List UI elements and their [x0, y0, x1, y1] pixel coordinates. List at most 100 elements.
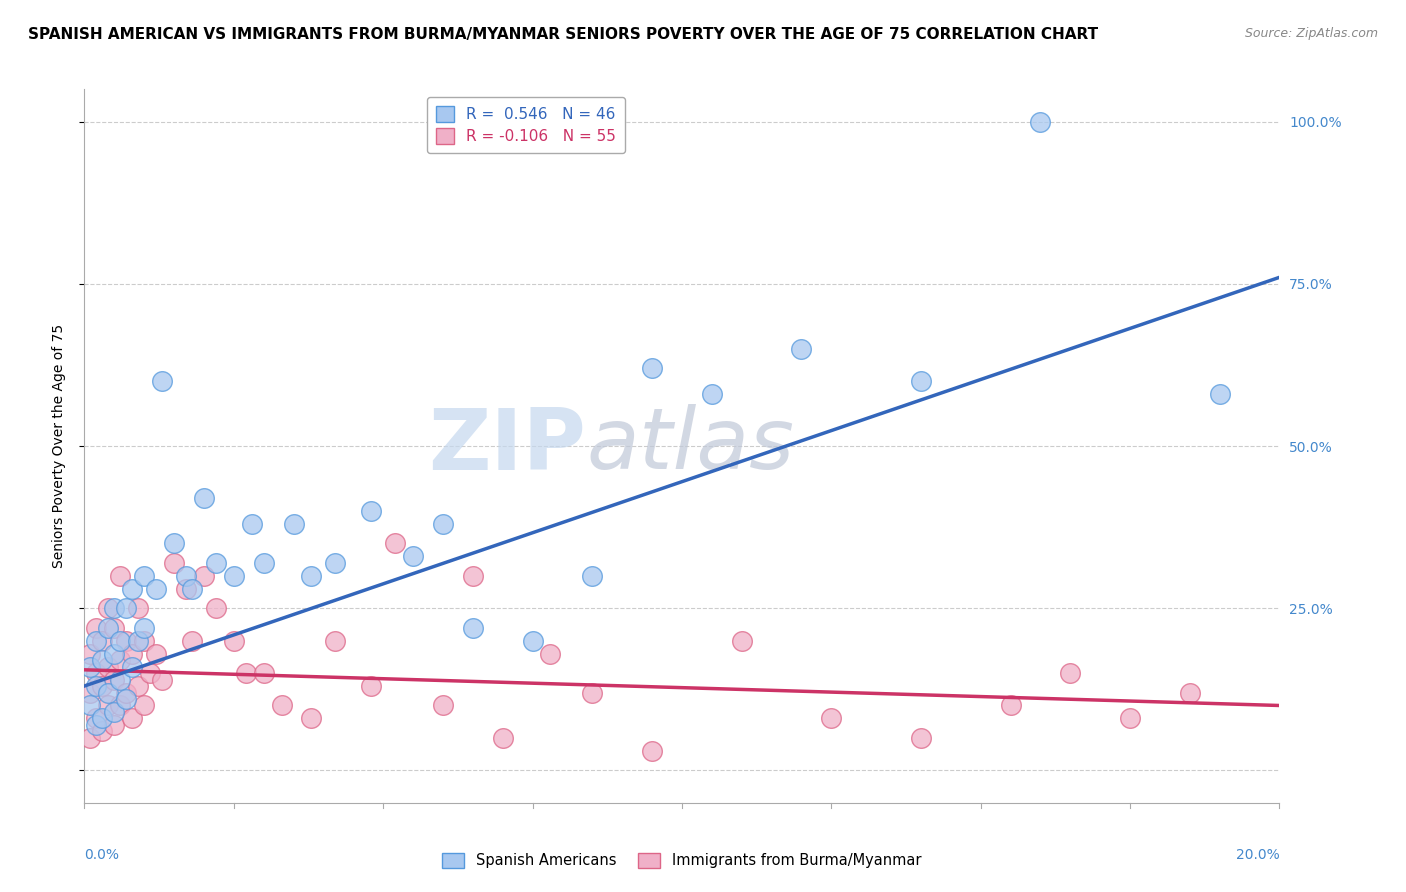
Point [1000, 698, 1022, 713]
Point [581, 685, 603, 699]
Point [86, 633, 108, 648]
Point [522, 633, 544, 648]
Point [253, 556, 276, 570]
Point [110, 673, 132, 687]
Point [103, 705, 125, 719]
Point [110, 653, 132, 667]
Point [115, 633, 138, 648]
Point [121, 659, 143, 673]
Text: ZIP: ZIP [429, 404, 586, 488]
Point [79, 647, 101, 661]
Point [97, 601, 120, 615]
Point [103, 718, 125, 732]
Point [174, 568, 197, 582]
Point [270, 698, 292, 713]
Point [193, 491, 215, 505]
Point [641, 361, 664, 376]
Legend: Spanish Americans, Immigrants from Burma/Myanmar: Spanish Americans, Immigrants from Burma… [437, 847, 927, 874]
Point [432, 516, 454, 531]
Point [360, 679, 382, 693]
Point [139, 666, 162, 681]
Point [253, 666, 276, 681]
Point [110, 633, 132, 648]
Point [301, 568, 323, 582]
Point [97, 698, 120, 713]
Point [121, 711, 143, 725]
Text: 20.0%: 20.0% [1236, 848, 1279, 863]
Point [121, 582, 143, 596]
Point [641, 744, 664, 758]
Point [222, 568, 245, 582]
Point [731, 633, 754, 648]
Point [1178, 685, 1201, 699]
Point [180, 582, 204, 596]
Point [127, 633, 149, 648]
Point [150, 374, 173, 388]
Point [91, 724, 114, 739]
Point [97, 621, 120, 635]
Point [79, 659, 101, 673]
Point [97, 659, 120, 673]
Point [174, 582, 197, 596]
Point [127, 601, 149, 615]
Point [115, 685, 138, 699]
Point [222, 633, 245, 648]
Point [820, 711, 842, 725]
Point [432, 698, 454, 713]
Y-axis label: Seniors Poverty Over the Age of 75: Seniors Poverty Over the Age of 75 [52, 324, 66, 568]
Point [115, 601, 138, 615]
Point [163, 556, 186, 570]
Point [132, 568, 156, 582]
Point [150, 673, 173, 687]
Point [180, 633, 204, 648]
Point [1119, 711, 1142, 725]
Point [910, 374, 932, 388]
Point [103, 601, 125, 615]
Point [492, 731, 515, 745]
Point [700, 387, 723, 401]
Point [384, 536, 406, 550]
Point [132, 698, 156, 713]
Point [790, 342, 813, 356]
Point [121, 647, 143, 661]
Point [910, 731, 932, 745]
Point [86, 666, 108, 681]
Point [205, 601, 228, 615]
Point [163, 536, 186, 550]
Text: Source: ZipAtlas.com: Source: ZipAtlas.com [1244, 27, 1378, 40]
Point [540, 647, 562, 661]
Text: atlas: atlas [586, 404, 794, 488]
Point [86, 718, 108, 732]
Point [283, 516, 305, 531]
Point [145, 647, 167, 661]
Point [86, 679, 108, 693]
Point [103, 647, 125, 661]
Point [1059, 666, 1081, 681]
Point [323, 556, 347, 570]
Text: 0.0%: 0.0% [84, 848, 120, 863]
Point [127, 679, 149, 693]
Point [132, 621, 156, 635]
Point [1208, 387, 1232, 401]
Point [205, 556, 228, 570]
Point [97, 685, 120, 699]
Point [323, 633, 347, 648]
Point [91, 679, 114, 693]
Text: SPANISH AMERICAN VS IMMIGRANTS FROM BURMA/MYANMAR SENIORS POVERTY OVER THE AGE O: SPANISH AMERICAN VS IMMIGRANTS FROM BURM… [28, 27, 1098, 42]
Point [1029, 114, 1052, 128]
Point [91, 633, 114, 648]
Point [86, 621, 108, 635]
Point [79, 731, 101, 745]
Point [91, 711, 114, 725]
Point [79, 685, 101, 699]
Point [461, 621, 484, 635]
Point [110, 568, 132, 582]
Point [402, 549, 425, 564]
Point [145, 582, 167, 596]
Point [235, 666, 257, 681]
Point [115, 692, 138, 706]
Point [110, 698, 132, 713]
Point [86, 711, 108, 725]
Point [79, 698, 101, 713]
Point [581, 568, 603, 582]
